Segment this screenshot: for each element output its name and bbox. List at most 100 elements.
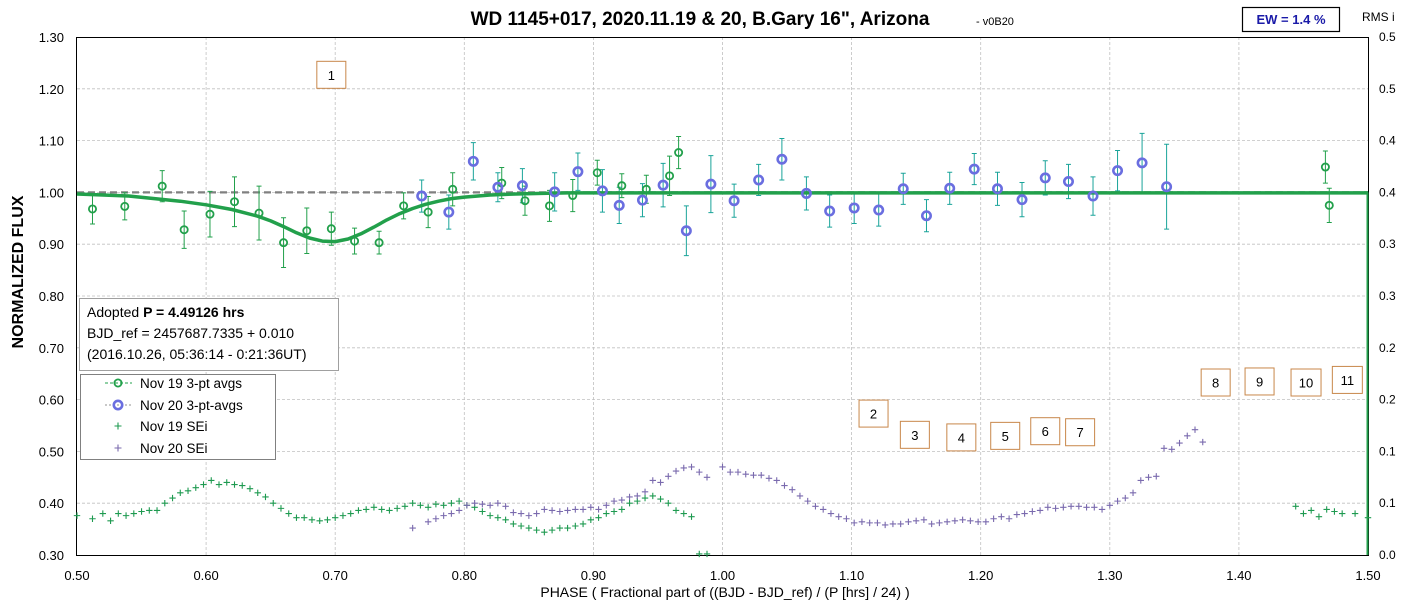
nov20-sei-point [1168, 446, 1175, 453]
error-bar [470, 142, 476, 181]
nov20-sei-point [657, 479, 664, 486]
nov19-sei-point [641, 494, 649, 502]
nov19-sei-point [541, 529, 548, 536]
nov19-sei-point [1300, 510, 1307, 517]
error-bar [994, 171, 1000, 206]
nov20-sei-point [804, 497, 811, 505]
nov19-sei-point [332, 514, 339, 521]
nov20-sei-point [959, 516, 966, 523]
nov19-sei-point [595, 514, 602, 521]
nov20-sei-point [533, 510, 540, 517]
nov20-sei-point [1114, 497, 1121, 505]
nov20-sei-point [1160, 445, 1168, 452]
error-bar [827, 194, 833, 228]
nov20-sei-point [789, 486, 796, 493]
nov19-sei-point [138, 508, 145, 515]
nov20-sei-point [858, 518, 866, 526]
nov20-sei-point [819, 506, 827, 513]
nov20-avg-point [991, 183, 1003, 195]
nov20-avg-point [680, 225, 692, 237]
nov19-avg-point [374, 238, 384, 248]
error-bar [1322, 150, 1328, 184]
nov20-sei-point [432, 515, 440, 522]
nov19-sei-point [99, 510, 107, 517]
error-bar [947, 171, 953, 205]
info-box: Adopted P = 4.49126 hrs BJD_ref = 245768… [79, 298, 339, 371]
nov20-avg-point [416, 190, 428, 202]
nov19-avg-point [423, 207, 433, 217]
nov19-sei-point [378, 506, 385, 513]
error-bar [1115, 149, 1121, 192]
nov20-sei-point [696, 468, 703, 476]
x-tick-label: 1.40 [1226, 568, 1251, 583]
error-bar [376, 230, 382, 255]
nov19-avg-point [350, 236, 360, 246]
nov20-avg-point [968, 163, 980, 175]
nov20-sei-point [486, 502, 494, 509]
nov20-sei-point [765, 475, 773, 482]
nov20-sei-point [1176, 439, 1183, 447]
nov19-sei-point [301, 514, 308, 521]
nov19-sei-point [1338, 510, 1346, 517]
x-tick-label: 0.70 [323, 568, 348, 583]
nov19-sei-point [494, 514, 502, 521]
nov19-avg-point [179, 225, 189, 235]
error-bar [660, 162, 666, 208]
y-tick-label: 0.90 [39, 237, 64, 252]
nov20-sei-point [479, 501, 486, 508]
nov20-sei-point [889, 520, 897, 528]
nov19-avg-point [279, 238, 289, 248]
nov19-sei-point [339, 512, 347, 519]
nov20-sei-point [990, 515, 997, 522]
error-bar [159, 170, 165, 203]
nov20-sei-point [1129, 489, 1137, 497]
nov19-sei-point [285, 510, 292, 517]
nov20-avg-point [800, 187, 812, 199]
nov19-sei-point [696, 550, 703, 558]
nov20-avg-point [1161, 181, 1173, 193]
error-bar [599, 169, 605, 213]
nov20-avg-point [549, 186, 561, 198]
info-bjd-ref: BJD_ref = 2457687.7335 + 0.010 [87, 325, 294, 341]
annotation-label: 11 [1341, 373, 1355, 388]
nov20-avg-point [897, 183, 909, 195]
nov20-sei-point [773, 477, 780, 484]
nov19-avg-point [665, 171, 675, 181]
right-tick-label: 0.2 [1379, 341, 1396, 355]
nov20-sei-point [719, 463, 726, 471]
nov20-sei-point [548, 507, 556, 514]
nov20-sei-point [974, 518, 982, 526]
nov20-sei-point [1145, 474, 1152, 481]
error-bar [594, 159, 600, 186]
nov19-sei-point [254, 489, 261, 497]
nov20-sei-point [525, 512, 533, 519]
nov19-sei-point [208, 477, 215, 484]
nov20-avg-point [572, 166, 584, 178]
annotation-box [1200, 368, 1231, 397]
nov20-avg-point [1039, 172, 1051, 184]
error-bar [900, 172, 906, 205]
error-bar [1019, 182, 1025, 218]
legend-item-nov20-sei: Nov 20 SEi [114, 441, 208, 456]
model-curve [76, 191, 1369, 555]
nov20-sei-point [1122, 494, 1129, 502]
nov20-sei-point [517, 510, 525, 517]
error-bar [683, 205, 689, 257]
annotation-box [316, 60, 347, 89]
nov20-avg-point [443, 206, 455, 218]
nov19-sei-point [680, 510, 687, 517]
nov19-avg-point [326, 224, 336, 234]
x-tick-label: 1.20 [968, 568, 993, 583]
nov19-sei-point [610, 508, 618, 515]
nov20-sei-point [1153, 473, 1160, 480]
info-date: (2016.10.26, 05:36:14 - 0:21:36UT) [87, 346, 306, 362]
nov19-sei-point [703, 550, 711, 558]
nov20-sei-point [502, 503, 509, 510]
nov19-sei-point [486, 512, 494, 519]
right-tick-label: 0.3 [1379, 289, 1396, 303]
nov19-avg-point [520, 196, 530, 206]
nov19-avg-point [617, 181, 627, 191]
nov19-sei-point [316, 517, 323, 525]
nov20-sei-point [579, 506, 587, 513]
error-bar [676, 135, 682, 170]
